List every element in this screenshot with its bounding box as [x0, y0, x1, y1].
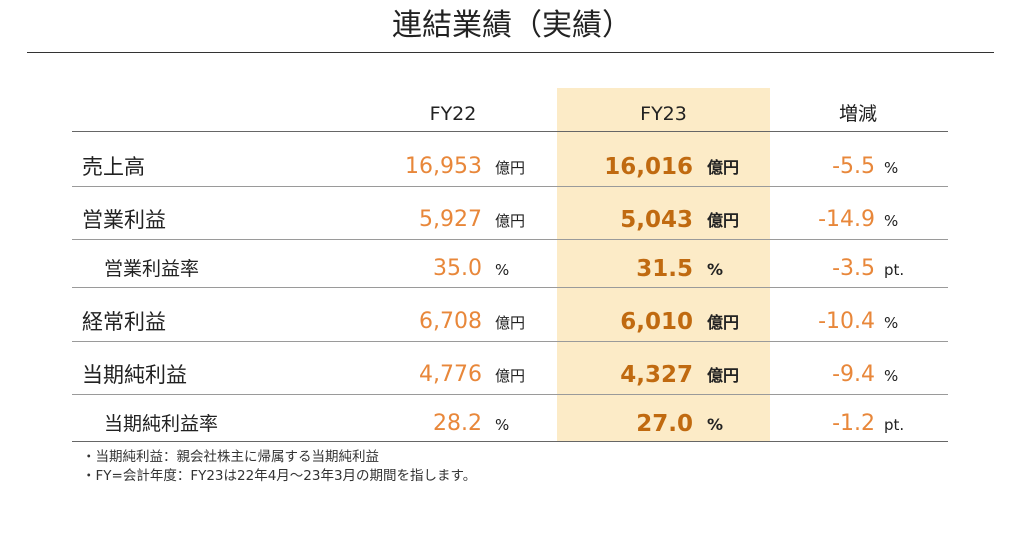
ordinary-profit-fy22-unit: 億円 — [495, 314, 526, 332]
operating-profit-fy22-unit: 億円 — [495, 212, 526, 230]
fy23-highlight-column — [557, 88, 770, 441]
operating-margin-change-unit: pt. — [884, 261, 905, 279]
operating-profit-change-unit: % — [884, 212, 899, 230]
ordinary-profit-fy22-value: 6,708 — [419, 309, 482, 334]
net-income-fy23-value: 4,327 — [620, 362, 693, 388]
row-label-net-margin: 当期純利益率 — [104, 413, 219, 435]
column-header-fy22: FY22 — [429, 103, 477, 125]
net-income-change-value: -9.4 — [832, 362, 875, 387]
revenue-fy22-unit: 億円 — [495, 159, 526, 177]
net-income-fy22-unit: 億円 — [495, 367, 526, 385]
revenue-fy22-value: 16,953 — [405, 154, 482, 179]
net-margin-change-unit: pt. — [884, 416, 905, 434]
row-divider — [72, 186, 948, 187]
net-income-fy23-unit: 億円 — [707, 366, 740, 385]
net-income-fy22-value: 4,776 — [419, 362, 482, 387]
row-divider — [72, 287, 948, 288]
net-margin-fy22-unit: % — [495, 416, 510, 434]
row-divider — [72, 394, 948, 395]
table-bottom-border — [72, 441, 948, 442]
header-divider — [72, 131, 948, 132]
row-divider — [72, 341, 948, 342]
row-label-operating-profit: 営業利益 — [82, 208, 166, 232]
operating-profit-fy23-unit: 億円 — [707, 211, 740, 230]
operating-profit-fy22-value: 5,927 — [419, 207, 482, 232]
row-divider — [72, 239, 948, 240]
column-header-change: 増減 — [838, 103, 877, 125]
operating-profit-fy23-value: 5,043 — [620, 207, 693, 233]
operating-margin-fy23-value: 31.5 — [636, 256, 693, 282]
operating-margin-fy22-unit: % — [495, 261, 510, 279]
net-income-change-unit: % — [884, 367, 899, 385]
footnote-net-income: ・当期純利益：親会社株主に帰属する当期純利益 — [82, 449, 379, 465]
revenue-change-unit: % — [884, 159, 899, 177]
net-margin-fy23-unit: % — [707, 415, 724, 434]
revenue-fy23-unit: 億円 — [707, 158, 740, 177]
operating-margin-fy22-value: 35.0 — [433, 256, 482, 281]
row-label-operating-margin: 営業利益率 — [104, 258, 200, 280]
operating-profit-change-value: -14.9 — [818, 207, 875, 232]
operating-margin-change-value: -3.5 — [832, 256, 875, 281]
operating-margin-fy23-unit: % — [707, 260, 724, 279]
page-title: 連結業績（実績） — [392, 8, 632, 43]
ordinary-profit-fy23-value: 6,010 — [620, 309, 693, 335]
revenue-change-value: -5.5 — [832, 154, 875, 179]
footnote-fiscal-year: ・FY=会計年度：FY23は22年4月～23年3月の期間を指します。 — [82, 468, 477, 484]
ordinary-profit-change-unit: % — [884, 314, 899, 332]
net-margin-change-value: -1.2 — [832, 411, 875, 436]
row-label-ordinary-profit: 経常利益 — [82, 310, 166, 334]
net-margin-fy22-value: 28.2 — [433, 411, 482, 436]
row-label-net-income: 当期純利益 — [82, 363, 187, 387]
revenue-fy23-value: 16,016 — [604, 154, 693, 180]
title-divider — [27, 52, 994, 53]
ordinary-profit-fy23-unit: 億円 — [707, 313, 740, 332]
ordinary-profit-change-value: -10.4 — [818, 309, 875, 334]
column-header-fy23: FY23 — [640, 103, 687, 125]
row-label-revenue: 売上高 — [82, 155, 145, 179]
net-margin-fy23-value: 27.0 — [636, 411, 693, 437]
